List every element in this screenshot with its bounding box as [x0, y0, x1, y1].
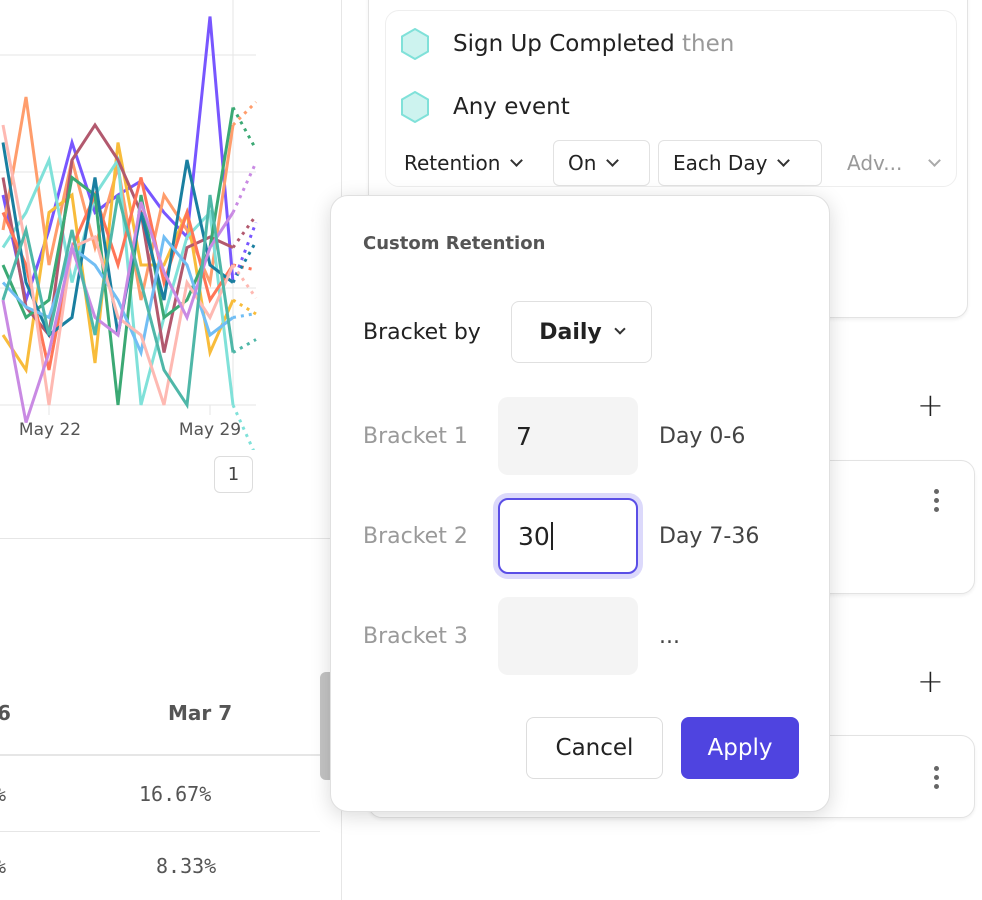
series-projection-line: [232, 298, 257, 316]
divider: [0, 538, 341, 539]
divider: [0, 831, 320, 832]
retention-line-chart: [0, 0, 258, 450]
dropdown-label: On: [568, 151, 597, 175]
event-card: Sign Up Completed then Any event: [385, 10, 957, 187]
series-line: [1, 194, 235, 410]
scrollbar[interactable]: [320, 672, 332, 780]
bracket-3-input[interactable]: [498, 597, 638, 675]
bracket-range: Day 0-6: [659, 424, 746, 449]
dropdown-label: Retention: [404, 151, 501, 175]
more-options-icon[interactable]: [934, 766, 939, 789]
each-day-dropdown[interactable]: Each Day: [658, 140, 822, 186]
series-projection-line: [231, 404, 255, 450]
table-cell: 8.33%: [156, 854, 217, 878]
bracket-by-dropdown[interactable]: Daily: [511, 301, 652, 363]
event-name: Any event: [453, 94, 570, 120]
chevron-down-icon: [606, 153, 620, 167]
chart-page-button[interactable]: 1: [214, 456, 253, 493]
bracket-range: ...: [659, 624, 680, 649]
chevron-down-icon: [928, 153, 942, 167]
table-cell: %: [0, 782, 6, 806]
on-dropdown[interactable]: On: [553, 140, 650, 186]
series-line: [1, 233, 234, 358]
bracket-label: Bracket 3: [363, 624, 468, 649]
add-icon[interactable]: +: [917, 386, 944, 424]
chevron-down-icon: [777, 153, 791, 167]
dropdown-label: Each Day: [673, 151, 768, 175]
series-projection-line: [232, 338, 257, 354]
bracket-2-input[interactable]: 30: [498, 498, 638, 574]
dropdown-label: Daily: [539, 319, 602, 345]
series-line: [1, 201, 235, 423]
popup-title: Custom Retention: [363, 233, 546, 254]
event-hexagon-icon: [401, 28, 429, 60]
bracket-1-input[interactable]: 7: [498, 397, 638, 475]
table-header: Mar 7: [168, 701, 233, 725]
x-tick-label: May 29: [178, 420, 242, 440]
event-hexagon-icon: [401, 91, 429, 123]
divider: [0, 754, 320, 756]
input-value: 30: [518, 521, 550, 551]
series-line: [1, 177, 235, 371]
bracket-label: Bracket 2: [363, 524, 468, 549]
series-projection-line: [231, 214, 258, 249]
table-cell: %: [0, 854, 6, 878]
event-row[interactable]: Any event: [401, 91, 570, 123]
event-name: Sign Up Completed: [453, 31, 675, 57]
apply-button[interactable]: Apply: [681, 717, 799, 779]
bracket-label: Bracket 1: [363, 424, 468, 449]
chevron-down-icon: [614, 323, 626, 335]
bracket-range: Day 7-36: [659, 524, 760, 549]
series-projection-line: [232, 312, 257, 319]
series-projection-line: [231, 161, 258, 214]
then-label: then: [681, 31, 735, 57]
x-tick-label: May 22: [18, 420, 82, 440]
event-row[interactable]: Sign Up Completed then: [401, 28, 734, 60]
series-projection-line: [231, 240, 258, 284]
more-options-icon[interactable]: [934, 489, 939, 512]
series-projection-line: [232, 263, 257, 272]
custom-retention-popup: Custom Retention Bracket by Daily Bracke…: [330, 195, 830, 812]
table-cell: 16.67%: [139, 782, 212, 806]
bracket-by-label: Bracket by: [363, 320, 481, 345]
chart-lines: [1, 16, 258, 450]
text-cursor: [550, 522, 553, 550]
advanced-dropdown[interactable]: Adv...: [832, 140, 954, 186]
chevron-down-icon: [510, 153, 524, 167]
dropdown-label: Adv...: [847, 151, 903, 175]
table-header: 6: [0, 701, 11, 725]
add-icon[interactable]: +: [917, 662, 944, 700]
retention-type-dropdown[interactable]: Retention: [389, 140, 536, 186]
series-projection-line: [231, 264, 258, 299]
cancel-button[interactable]: Cancel: [526, 717, 663, 779]
series-line: [1, 142, 235, 375]
series-projection-line: [231, 100, 258, 127]
